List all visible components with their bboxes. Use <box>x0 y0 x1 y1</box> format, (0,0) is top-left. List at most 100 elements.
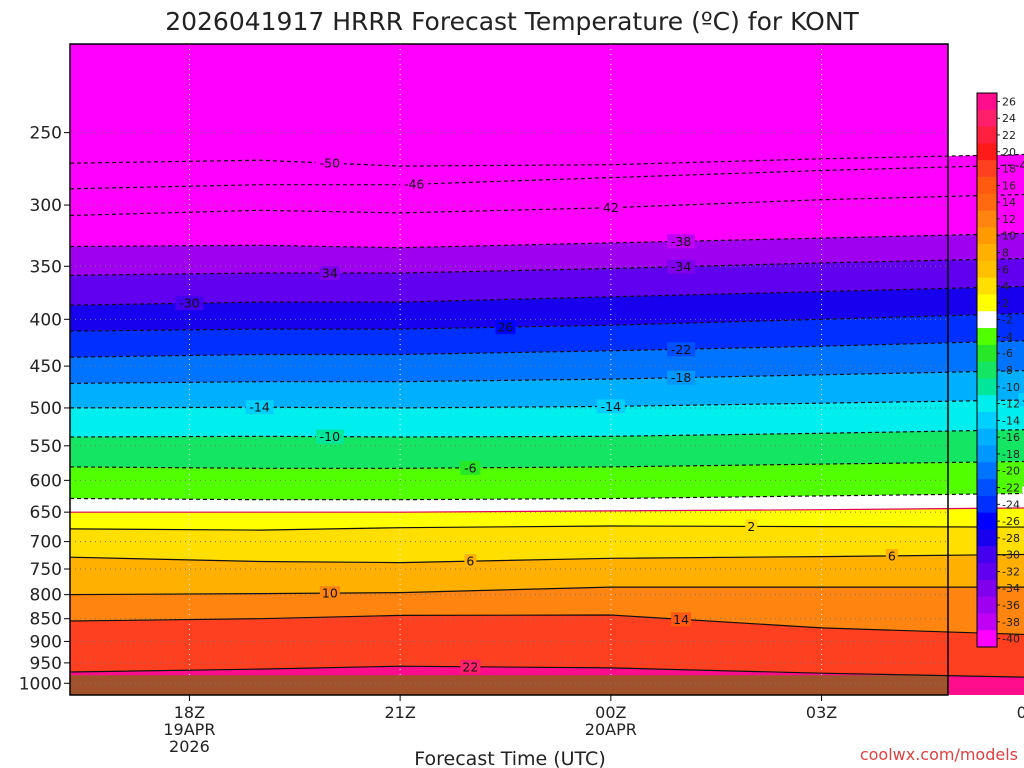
colorbar-swatch <box>977 529 997 547</box>
x-tick-label: 18Z <box>174 703 205 722</box>
colorbar-swatch <box>977 193 997 212</box>
isotherm-label-bg <box>667 234 696 249</box>
y-tick-label: 700 <box>30 533 62 553</box>
colorbar-swatch <box>977 563 997 581</box>
isotherm-label-bg <box>315 156 344 171</box>
colorbar-swatch <box>977 294 997 312</box>
colorbar-swatch <box>977 411 997 430</box>
isotherm-line <box>69 164 1024 190</box>
isotherm-line <box>69 285 1024 306</box>
isotherm-label: -38 <box>671 234 691 249</box>
temperature-band <box>70 461 1024 500</box>
colorbar-label: -24 <box>1002 498 1020 511</box>
temperature-band <box>70 587 1024 635</box>
isotherm-label-bg <box>460 460 481 475</box>
isotherm-label-bg <box>315 429 344 444</box>
x-tick-label: 00Z <box>595 703 626 722</box>
colorbar-swatch <box>977 579 997 598</box>
colorbar-swatch <box>977 361 997 379</box>
isotherm-line <box>69 257 1024 276</box>
isotherm-label: -46 <box>1015 157 1024 172</box>
isotherm-label: -6 <box>464 460 477 475</box>
y-tick-label: 550 <box>30 437 62 457</box>
colorbar-label: -32 <box>1002 565 1020 578</box>
isotherm-line <box>69 460 1024 469</box>
colorbar-swatch <box>977 143 997 161</box>
y-tick-label: 800 <box>30 586 62 606</box>
colorbar-label: 14 <box>1002 196 1016 209</box>
isotherm-line <box>69 429 1024 438</box>
y-tick-label: 1000 <box>19 674 62 694</box>
colorbar-label: -2 <box>1002 314 1013 327</box>
temperature-band <box>70 370 1024 408</box>
colorbar-label: -20 <box>1002 465 1020 478</box>
isotherm-label: -18 <box>671 370 691 385</box>
colorbar-swatch <box>977 227 997 245</box>
isotherm-label: -30 <box>179 296 199 311</box>
colorbar-label: -12 <box>1002 398 1020 411</box>
isotherm-line <box>70 507 1024 513</box>
colorbar-label: -38 <box>1002 616 1020 629</box>
colorbar-label: -4 <box>1002 330 1013 343</box>
y-tick-label: 350 <box>30 257 62 277</box>
colorbar-label: 26 <box>1002 95 1016 108</box>
colorbar-label: -14 <box>1002 414 1020 427</box>
isotherm-line <box>69 340 1024 358</box>
temperature-band <box>70 429 1024 469</box>
isotherm-label-bg <box>460 659 481 674</box>
colorbar-swatch <box>977 428 997 447</box>
isotherm-line <box>69 665 1024 678</box>
colorbar-label: -26 <box>1002 515 1020 528</box>
isotherm-line <box>69 312 1024 332</box>
isotherm-line <box>69 232 1024 249</box>
colorbar-swatch <box>977 210 997 228</box>
colorbar-swatch <box>977 277 997 295</box>
isotherm-label: -10 <box>320 429 340 444</box>
colorbar-label: -36 <box>1002 599 1020 612</box>
colorbar-label: -10 <box>1002 381 1020 394</box>
temperature-band <box>70 554 1024 595</box>
isotherm-label: -34 <box>671 259 691 274</box>
isotherm-label-bg <box>495 320 516 335</box>
temperature-band <box>70 526 1024 563</box>
colorbar-label: -8 <box>1002 364 1013 377</box>
colorbar-label: 10 <box>1002 230 1016 243</box>
isotherm-label: -22 <box>671 342 691 357</box>
credit-text: coolwx.com/models <box>860 745 1018 764</box>
colorbar-label: 16 <box>1002 179 1016 192</box>
isotherm-label: 10 <box>322 586 338 601</box>
colorbar-swatch <box>977 378 997 396</box>
colorbar-swatch <box>977 495 997 514</box>
isotherm-label-bg <box>1018 392 1024 407</box>
colorbar-swatch <box>977 462 997 480</box>
colorbar-swatch <box>977 596 997 614</box>
isotherm-label-bg <box>1022 486 1024 501</box>
isotherm-label-bg <box>671 612 692 627</box>
y-tick-label: 750 <box>30 560 62 580</box>
isotherm-label: -50 <box>320 156 340 171</box>
isotherm-label-bg <box>464 554 477 569</box>
colorbar-swatch <box>977 176 997 195</box>
colorbar-swatch <box>977 479 997 497</box>
colorbar-label: -40 <box>1002 633 1020 646</box>
isotherm-label: 22 <box>462 659 478 674</box>
isotherm-label-bg <box>600 200 621 215</box>
colorbar-label: -18 <box>1002 448 1020 461</box>
y-tick-label: 850 <box>30 610 62 630</box>
colorbar-swatch <box>977 93 997 111</box>
isotherm-label-bg <box>745 519 758 534</box>
temperature-band <box>70 313 1024 358</box>
ground <box>70 675 948 695</box>
temperature-band <box>70 507 1024 531</box>
colorbar-label: -16 <box>1002 431 1020 444</box>
temperature-band <box>70 400 1024 437</box>
plot-frame <box>69 43 949 696</box>
isotherm-label: 6 <box>888 548 896 563</box>
temperature-band <box>70 493 1024 513</box>
colorbar-label: 6 <box>1002 263 1009 276</box>
colorbar-label: -28 <box>1002 532 1020 545</box>
temperature-band <box>70 258 1024 306</box>
plot-area: -50-46-4642-3834-34-3026-22-18-18-14-14-… <box>69 43 1024 696</box>
x-axis-label: Forecast Time (UTC) <box>414 748 605 768</box>
temperature-band <box>70 164 1024 216</box>
